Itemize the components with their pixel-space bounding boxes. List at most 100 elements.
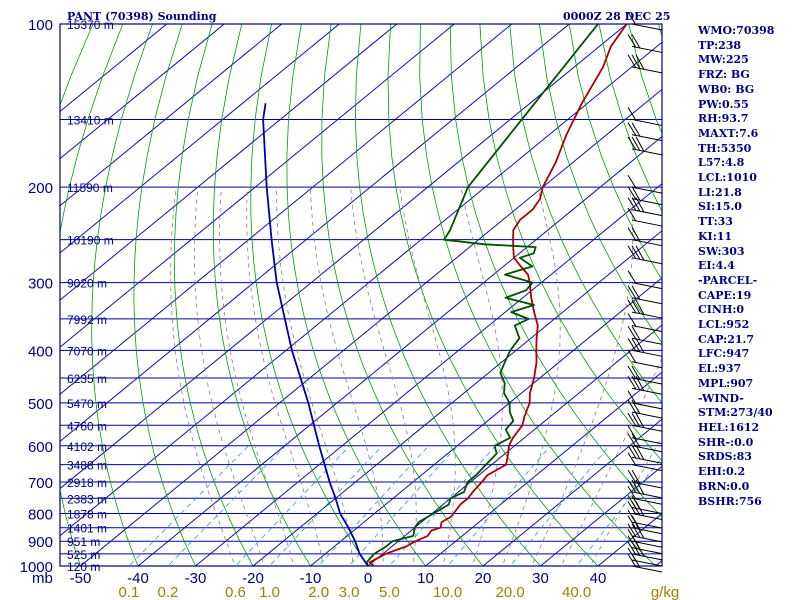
wind-barb-staff: [631, 521, 663, 529]
isotherm-line: [367, 324, 662, 566]
wind-barb-flag: [635, 245, 645, 261]
valid-time: 0000Z 28 DEC 25: [563, 10, 671, 23]
mixing-ratio-label: 0.1: [119, 584, 140, 600]
reference-trace: [262, 103, 369, 566]
index-value: TH:5350: [698, 141, 752, 155]
mixing-ratio-label: 5.0: [379, 584, 400, 600]
plot-frame: [59, 23, 663, 567]
index-value: WMO:70398: [698, 24, 775, 37]
wind-barb-flag: [635, 523, 645, 539]
wind-barb: [627, 285, 663, 305]
height-label: 4760 m: [67, 419, 107, 433]
wind-barb: [627, 207, 663, 227]
temperature-tick-label: -20: [242, 570, 264, 587]
wind-barb-flag: [627, 338, 637, 352]
wind-barb-flag: [631, 285, 641, 300]
moist-adiabat: [170, 187, 236, 566]
isotherm-line: [60, 24, 513, 395]
isotherm-line: [60, 24, 570, 443]
dry-adiabat: [286, 24, 427, 566]
wind-barb-flag: [631, 299, 641, 315]
wind-barb: [627, 452, 663, 472]
moist-adiabat: [276, 187, 354, 566]
wind-barb-flag: [627, 515, 637, 530]
wind-barb-staff: [631, 491, 663, 499]
height-label: 4102 m: [67, 440, 107, 454]
wind-barb-flag: [631, 515, 641, 530]
wind-barb-staff: [631, 349, 663, 357]
wind-barb-flag: [631, 245, 641, 260]
wind-barb: [627, 349, 663, 369]
wind-barb-staff: [631, 311, 663, 319]
wind-barb-flag: [627, 207, 637, 222]
wind-barb: [627, 469, 663, 489]
wind-barb-staff: [631, 512, 663, 520]
moist-adiabat: [310, 187, 384, 566]
height-label: 9020 m: [67, 277, 107, 291]
isotherm-line: [60, 24, 398, 301]
wind-barb: [627, 541, 663, 561]
wind-barb-flag: [627, 245, 637, 260]
pressure-tick-label: 900: [28, 534, 53, 551]
wind-barb-flag: [627, 197, 637, 211]
index-value: WB0: BG: [698, 82, 755, 96]
wind-barb-flag: [627, 365, 637, 380]
wind-barb-flag: [627, 469, 637, 484]
isotherm-line: [310, 277, 662, 566]
wind-barb-flag: [627, 136, 637, 151]
wind-barb: [627, 390, 663, 410]
wind-barb-flag: [627, 479, 637, 494]
dry-adiabat: [354, 24, 542, 566]
pressure-tick-label: 600: [28, 439, 53, 456]
height-label: 13410 m: [67, 113, 114, 127]
wind-barb: [627, 299, 663, 319]
wind-barb-staff: [631, 497, 663, 505]
index-value: CAPE:19: [698, 288, 752, 302]
moist-adiabat: [589, 435, 662, 566]
wind-barb-flag: [631, 227, 641, 242]
dry-adiabat: [60, 24, 124, 566]
wind-barb-flag: [631, 197, 641, 212]
wind-barb-flag: [631, 338, 641, 353]
wind-barb-staff: [631, 45, 663, 53]
dry-adiabat: [419, 24, 657, 566]
wind-barb: [627, 245, 663, 265]
wind-barb-staff: [631, 257, 663, 265]
wind-barb-flag: [631, 541, 641, 556]
wind-barb-flag: [627, 553, 637, 568]
isotherm-line: [252, 230, 662, 566]
wind-barb: [627, 501, 663, 520]
pressure-tick-label: 100: [28, 17, 53, 34]
isotherm-line: [60, 24, 628, 490]
wind-barb-flag: [627, 325, 637, 340]
mixing-ratio-line: [509, 445, 610, 566]
wind-barb-staff: [631, 553, 663, 561]
isotherm-line: [60, 24, 340, 254]
mixing-ratio-label: 20.0: [496, 584, 525, 600]
isotherm-line: [60, 41, 662, 537]
wind-barb-flag: [635, 479, 645, 495]
mixing-ratio-line: [167, 445, 286, 566]
wind-barb-flag: [627, 541, 637, 556]
height-label: 120 m: [67, 560, 100, 574]
wind-barb-flag: [631, 399, 641, 415]
wind-barb: [627, 444, 663, 464]
isotherm-line: [482, 418, 662, 566]
wind-barb-flag: [631, 501, 641, 516]
temperature-tick-label: 20: [475, 570, 492, 587]
temperature-tick-label: 10: [417, 570, 434, 587]
wind-barb-flag: [635, 197, 645, 213]
wind-barb-staff: [631, 411, 663, 419]
wind-barb-flag: [631, 433, 641, 448]
pressure-tick-label: 500: [28, 396, 53, 413]
wind-barb-staff: [631, 437, 663, 445]
index-value: TT:33: [698, 215, 733, 229]
wind-barb-staff: [631, 481, 663, 489]
wind-barb: [627, 338, 663, 357]
moist-adiabat: [460, 187, 503, 566]
index-value: SHR-:0.0: [698, 435, 754, 449]
isotherm-line: [137, 135, 662, 566]
index-value: LCL:952: [698, 318, 750, 332]
mixing-ratio-label: 0.2: [158, 584, 179, 600]
wind-barb-flag: [627, 501, 637, 515]
